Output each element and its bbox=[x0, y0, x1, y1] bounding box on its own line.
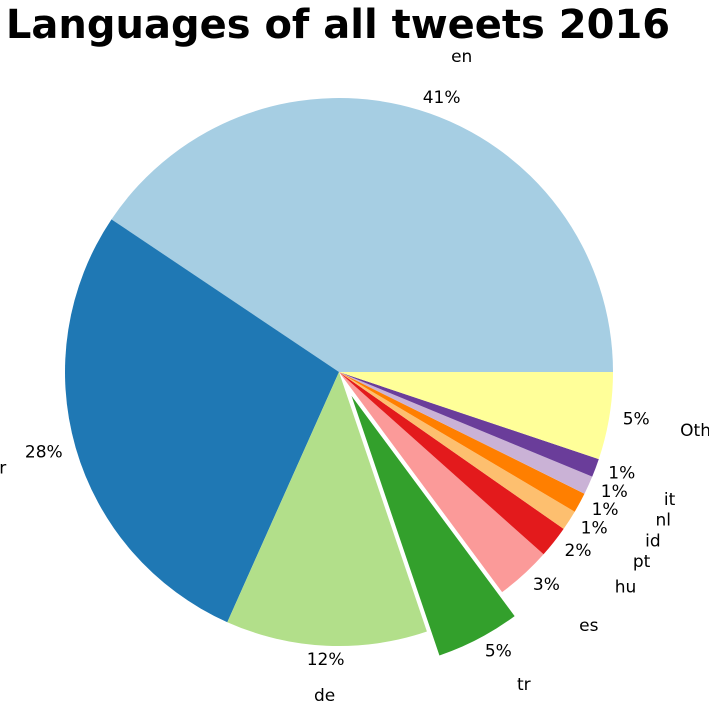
pie-pct-label-it: 1% bbox=[608, 464, 635, 484]
pie-pct-label-de: 12% bbox=[307, 650, 345, 670]
pie-slices bbox=[65, 97, 613, 656]
pie-category-label-id: id bbox=[645, 531, 661, 551]
pie-slice-fr bbox=[65, 219, 339, 623]
pie-pct-label-pt: 1% bbox=[581, 519, 608, 539]
pie-slice-hu bbox=[339, 372, 564, 555]
pie-category-label-tr: tr bbox=[517, 675, 531, 695]
pie-pct-label-en: 41% bbox=[423, 88, 461, 108]
pie-category-label-en: en bbox=[451, 47, 472, 67]
chart-title: Languages of all tweets 2016 bbox=[6, 2, 670, 48]
pie-labels: 41%en28%fr12%de5%tr3%es2%hu1%pt1%id1%nl1… bbox=[0, 47, 709, 706]
pie-category-label-pt: pt bbox=[633, 552, 651, 572]
pie-pct-label-fr: 28% bbox=[25, 442, 63, 462]
pie-pct-label-nl: 1% bbox=[601, 482, 628, 502]
pie-slice-it bbox=[339, 372, 599, 477]
pie-category-label-other: Other bbox=[680, 421, 709, 441]
pie-category-label-es: es bbox=[579, 616, 598, 636]
pie-category-label-it: it bbox=[664, 490, 676, 510]
pie-slice-tr bbox=[351, 395, 515, 656]
pie-category-label-hu: hu bbox=[615, 578, 637, 598]
pie-pct-label-hu: 2% bbox=[565, 541, 592, 561]
pie-slice-pt bbox=[339, 372, 575, 529]
pie-slice-en bbox=[111, 97, 613, 373]
pie-category-label-de: de bbox=[314, 686, 335, 706]
pie-pct-label-es: 3% bbox=[533, 575, 560, 595]
pie-slice-id bbox=[339, 372, 585, 512]
pie-category-label-nl: nl bbox=[655, 511, 671, 531]
pie-pct-label-other: 5% bbox=[623, 409, 650, 429]
pie-pct-label-tr: 5% bbox=[485, 642, 512, 662]
pie-slice-es bbox=[339, 372, 544, 593]
pie-slice-nl bbox=[339, 372, 593, 494]
pie-slice-de bbox=[227, 372, 427, 646]
pie-pct-label-id: 1% bbox=[592, 500, 619, 520]
pie-category-label-fr: fr bbox=[0, 458, 6, 478]
pie-slice-other bbox=[339, 372, 613, 460]
